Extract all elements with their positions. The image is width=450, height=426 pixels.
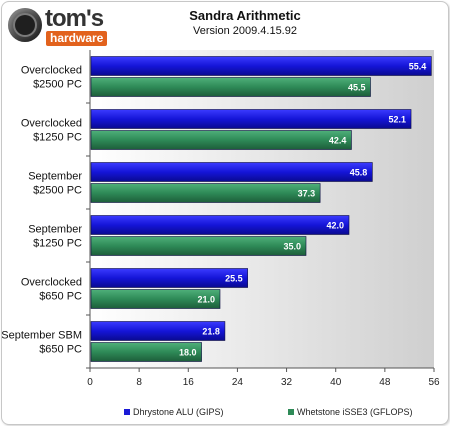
category-label: Overclocked $2500 PC	[21, 65, 82, 91]
bar-label-dhrystone: 55.4	[409, 62, 427, 72]
bar-whetstone	[90, 130, 352, 150]
bar-label-dhrystone: 52.1	[389, 115, 407, 125]
category-label-line: Overclocked	[21, 277, 82, 289]
category-label: September $1250 PC	[28, 224, 82, 250]
x-tick-label: 32	[281, 377, 293, 388]
legend-swatch-dhrystone	[124, 409, 130, 415]
bar-whetstone	[90, 236, 307, 256]
bar-label-whetstone: 35.0	[283, 242, 301, 252]
category-label-line: $1250 PC	[33, 132, 82, 144]
bar-dhrystone	[90, 321, 226, 341]
category-label-line: $650 PC	[39, 344, 82, 356]
category-label-line: Overclocked	[21, 118, 82, 130]
category-label-line: September	[28, 171, 82, 183]
bar-whetstone	[90, 342, 202, 362]
category-label-line: Overclocked	[21, 65, 82, 77]
logo-subword: hardware	[46, 31, 108, 46]
legend-label-dhrystone: Dhrystone ALU (GIPS)	[133, 407, 224, 417]
chart-title: Sandra Arithmetic	[189, 8, 301, 23]
x-tick-label: 0	[87, 377, 93, 388]
bar-label-whetstone: 18.0	[179, 348, 197, 358]
category-label-line: $2500 PC	[33, 185, 82, 197]
category-label-line: $1250 PC	[33, 238, 82, 250]
category-label-line: September	[28, 224, 82, 236]
x-tick-label: 40	[330, 377, 342, 388]
x-tick-label: 48	[379, 377, 391, 388]
bar-label-dhrystone: 21.8	[202, 327, 220, 337]
bar-label-dhrystone: 42.0	[326, 221, 344, 231]
x-tick-label: 8	[136, 377, 142, 388]
category-label-line: $2500 PC	[33, 79, 82, 91]
toms-hardware-logo: tom's hardware	[8, 6, 118, 50]
bar-dhrystone	[90, 268, 248, 288]
category-label-line: September SBM	[2, 330, 82, 342]
bar-whetstone	[90, 77, 371, 97]
bar-label-whetstone: 21.0	[197, 295, 215, 305]
category-label: Overclocked $650 PC	[21, 277, 82, 303]
plot-area	[90, 50, 434, 368]
bar-label-whetstone: 37.3	[298, 189, 316, 199]
logo-wordmark: tom's	[45, 5, 104, 32]
bar-label-whetstone: 42.4	[329, 136, 347, 146]
legend-swatch-whetstone	[288, 409, 294, 415]
chart-subtitle: Version 2009.4.15.92	[193, 25, 297, 37]
bar-label-dhrystone: 45.8	[350, 168, 368, 178]
x-tick-label: 56	[428, 377, 440, 388]
bar-dhrystone	[90, 56, 432, 76]
category-label: September SBM $650 PC	[2, 330, 82, 356]
category-label: September $2500 PC	[28, 171, 82, 197]
bar-dhrystone	[90, 109, 412, 129]
bar-dhrystone	[90, 215, 350, 235]
bar-whetstone	[90, 289, 221, 309]
legend-item-whetstone: Whetstone iSSE3 (GFLOPS)	[288, 407, 413, 417]
legend-item-dhrystone: Dhrystone ALU (GIPS)	[124, 407, 224, 417]
logo-circle-icon	[8, 8, 42, 42]
category-label-line: $650 PC	[39, 291, 82, 303]
x-tick-label: 16	[183, 377, 195, 388]
bar-label-whetstone: 45.5	[348, 83, 366, 93]
legend-label-whetstone: Whetstone iSSE3 (GFLOPS)	[297, 407, 413, 417]
x-tick-label: 24	[232, 377, 244, 388]
category-label: Overclocked $1250 PC	[21, 118, 82, 144]
bar-label-dhrystone: 25.5	[225, 274, 243, 284]
bar-whetstone	[90, 183, 321, 203]
bar-dhrystone	[90, 162, 373, 182]
